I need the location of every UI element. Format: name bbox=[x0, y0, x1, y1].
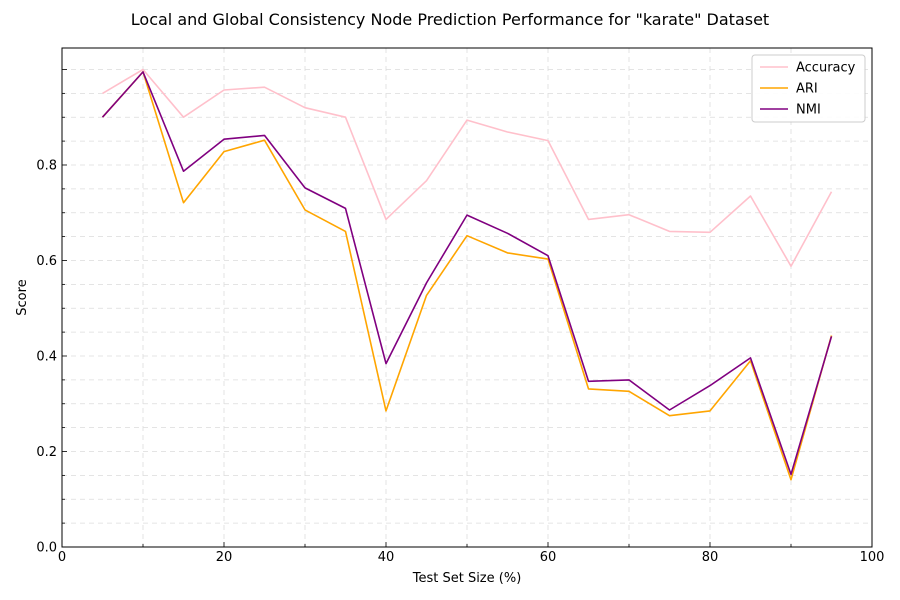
x-tick-label: 100 bbox=[860, 550, 885, 565]
legend-label: NMI bbox=[796, 103, 821, 118]
axis-ticks: 0 20 40 60 80 100 0.0 0.2 0.4 0.6 0.8 bbox=[36, 69, 884, 565]
grid bbox=[62, 48, 872, 547]
legend: Accuracy ARI NMI bbox=[751, 54, 866, 123]
x-tick-label: 60 bbox=[540, 550, 557, 565]
legend-box bbox=[751, 54, 866, 123]
y-axis-label: Score bbox=[15, 279, 30, 315]
y-tick-label: 0.4 bbox=[36, 349, 57, 364]
series-line-nmi bbox=[101, 71, 833, 476]
x-tick-label: 0 bbox=[58, 550, 66, 565]
y-tick-label: 0.6 bbox=[36, 254, 57, 269]
legend-label: Accuracy bbox=[796, 61, 856, 76]
series-line-ari bbox=[101, 71, 833, 481]
y-tick-label: 0.2 bbox=[36, 445, 57, 460]
x-tick-label: 20 bbox=[216, 550, 233, 565]
legend-label: ARI bbox=[796, 82, 818, 97]
series-line-accuracy bbox=[102, 68, 833, 268]
y-tick-label: 0.8 bbox=[36, 158, 57, 173]
x-tick-label: 40 bbox=[378, 550, 395, 565]
x-tick-label: 80 bbox=[702, 550, 719, 565]
x-axis-label: Test Set Size (%) bbox=[412, 571, 522, 586]
y-tick-label: 0.0 bbox=[36, 541, 57, 556]
series-layer bbox=[101, 68, 833, 481]
chart-title: Local and Global Consistency Node Predic… bbox=[130, 10, 770, 29]
